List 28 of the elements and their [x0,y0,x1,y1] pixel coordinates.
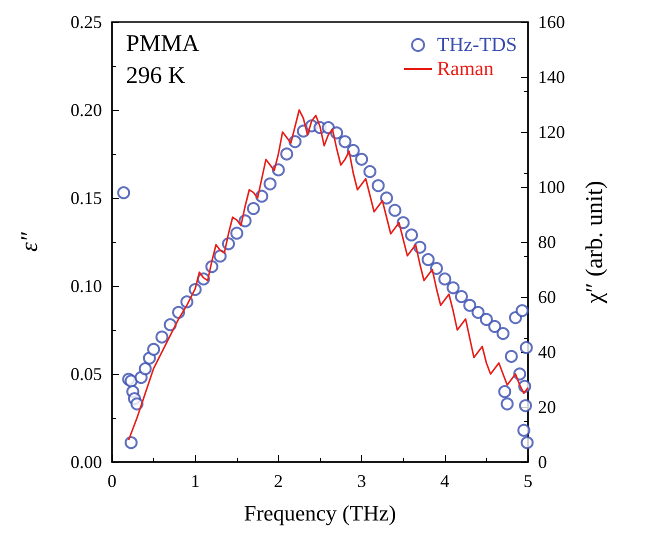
legend-label: Raman [437,58,494,80]
y2-tick-label: 20 [538,397,556,417]
y2-tick-label: 0 [538,452,547,472]
x-tick-label: 0 [108,471,116,491]
y-tick-label: 0.20 [70,100,102,120]
y-tick-label: 0.10 [70,276,102,296]
x-tick-label: 5 [524,471,532,491]
x-tick-label: 1 [190,471,200,491]
annotation: PMMA [126,31,200,57]
y-tick-label: 0.25 [70,12,102,32]
x-tick-label: 4 [440,471,450,491]
y2-tick-label: 80 [538,232,556,252]
annotation: 296 K [126,63,186,89]
x-axis-title: Frequency (THz) [244,500,396,526]
y2-tick-label: 140 [538,67,565,87]
y2-axis-title: χ″ (arb. unit) [582,180,608,304]
x-tick-label: 2 [274,471,283,491]
y2-tick-label: 120 [538,122,565,142]
y-tick-label: 0.15 [70,188,102,208]
y2-tick-label: 40 [538,342,556,362]
y-tick-label: 0.00 [70,452,102,472]
y2-tick-label: 100 [538,177,565,197]
legend-label: THz-TDS [437,34,518,56]
y2-tick-label: 160 [538,12,565,32]
x-tick-label: 3 [357,471,366,491]
y-tick-label: 0.05 [70,364,102,384]
y-axis-title: ε″ [17,231,43,252]
y2-tick-label: 60 [538,287,556,307]
